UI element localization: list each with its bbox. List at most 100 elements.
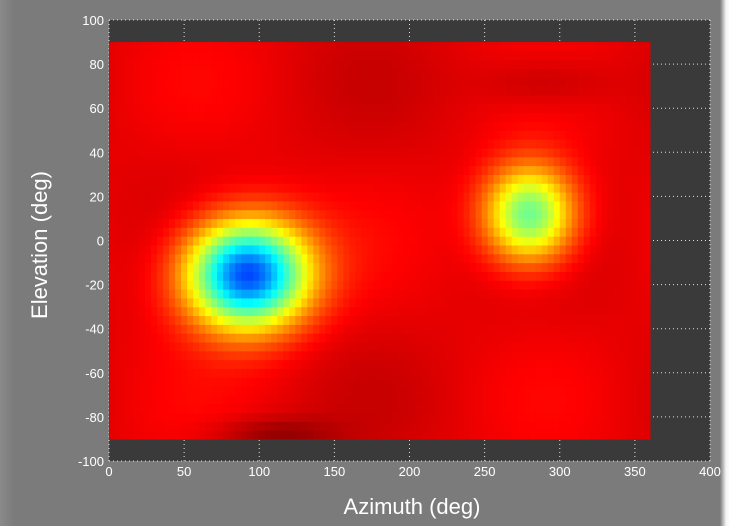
heatmap-cell: [115, 147, 122, 158]
heatmap-cell: [241, 359, 248, 369]
heatmap-cell: [337, 139, 344, 149]
heatmap-cell: [529, 341, 537, 352]
heatmap-cell: [499, 200, 507, 211]
heatmap-cell: [565, 297, 573, 308]
heatmap-cell: [403, 156, 411, 167]
heatmap-cell: [463, 209, 471, 220]
heatmap-cell: [109, 394, 116, 405]
heatmap-cell: [643, 103, 651, 114]
heatmap-cell: [415, 324, 423, 334]
heatmap-cell: [613, 130, 621, 140]
heatmap-cell: [241, 165, 248, 175]
heatmap-cell: [193, 280, 200, 290]
heatmap-cell: [583, 103, 591, 114]
heatmap-cell: [463, 156, 471, 167]
heatmap-cell: [409, 359, 417, 369]
heatmap-cell: [583, 262, 591, 272]
heatmap-cell: [427, 200, 435, 211]
heatmap-cell: [187, 227, 194, 237]
heatmap-cell: [163, 289, 170, 299]
heatmap-cell: [643, 341, 651, 352]
heatmap-cell: [499, 227, 507, 237]
heatmap-cell: [295, 59, 302, 70]
heatmap-cell: [139, 147, 146, 158]
heatmap-cell: [211, 86, 218, 96]
heatmap-cell: [379, 412, 387, 422]
heatmap-cell: [295, 359, 302, 369]
heatmap-cell: [463, 324, 471, 334]
heatmap-cell: [589, 324, 597, 334]
heatmap-cell: [349, 209, 357, 220]
heatmap-cell: [169, 130, 176, 140]
heatmap-cell: [427, 368, 435, 378]
heatmap-cell: [241, 50, 248, 61]
heatmap-cell: [187, 191, 194, 202]
heatmap-cell: [133, 50, 140, 61]
heatmap-cell: [211, 42, 218, 52]
heatmap-cell: [547, 227, 555, 237]
heatmap-cell: [247, 421, 254, 431]
heatmap-cell: [397, 94, 405, 105]
heatmap-cell: [421, 227, 429, 237]
heatmap-cell: [607, 103, 615, 114]
heatmap-cell: [439, 200, 447, 211]
heatmap-cell: [361, 200, 369, 211]
heatmap-cell: [373, 394, 381, 405]
heatmap-cell: [445, 271, 453, 281]
heatmap-cell: [121, 68, 128, 78]
heatmap-cell: [211, 174, 218, 184]
heatmap-cell: [325, 227, 332, 237]
heatmap-cell: [541, 333, 549, 343]
heatmap-cell: [163, 147, 170, 158]
heatmap-cell: [241, 68, 248, 78]
heatmap-cell: [643, 121, 651, 131]
heatmap-cell: [157, 103, 164, 114]
heatmap-cell: [289, 227, 296, 237]
heatmap-cell: [259, 394, 266, 405]
heatmap-cell: [223, 59, 230, 70]
heatmap-cell: [337, 227, 344, 237]
heatmap-cell: [277, 280, 284, 290]
heatmap-cell: [481, 315, 489, 325]
heatmap-cell: [373, 77, 381, 87]
heatmap-cell: [613, 430, 621, 440]
heatmap-cell: [211, 94, 218, 105]
heatmap-cell: [493, 42, 501, 52]
heatmap-cell: [583, 394, 591, 405]
heatmap-cell: [451, 297, 459, 308]
heatmap-cell: [391, 236, 399, 246]
heatmap-cell: [283, 174, 290, 184]
heatmap-cell: [295, 191, 302, 202]
heatmap-cell: [265, 86, 272, 96]
heatmap-cell: [247, 183, 254, 193]
heatmap-cell: [193, 333, 200, 343]
heatmap-cell: [313, 59, 320, 70]
heatmap-cell: [595, 147, 603, 158]
heatmap-cell: [517, 42, 525, 52]
heatmap-cell: [457, 200, 465, 211]
heatmap-cell: [229, 174, 236, 184]
heatmap-cell: [199, 289, 206, 299]
heatmap-cell: [355, 386, 363, 396]
heatmap-cell: [571, 165, 579, 175]
heatmap-cell: [415, 209, 423, 220]
heatmap-cell: [163, 315, 170, 325]
heatmap-cell: [121, 297, 128, 308]
heatmap-cell: [565, 394, 573, 405]
heatmap-cell: [127, 112, 134, 123]
heatmap-cell: [271, 430, 278, 440]
heatmap-cell: [367, 280, 375, 290]
heatmap-cell: [121, 244, 128, 255]
heatmap-cell: [277, 394, 284, 405]
heatmap-cell: [451, 209, 459, 220]
heatmap-cell: [415, 236, 423, 246]
heatmap-cell: [559, 306, 567, 317]
heatmap-cell: [193, 368, 200, 378]
heatmap-cell: [415, 156, 423, 167]
heatmap-cell: [307, 130, 314, 140]
heatmap-cell: [211, 430, 218, 440]
heatmap-cell: [115, 289, 122, 299]
heatmap-cell: [223, 271, 230, 281]
heatmap-cell: [193, 59, 200, 70]
heatmap-cell: [229, 280, 236, 290]
